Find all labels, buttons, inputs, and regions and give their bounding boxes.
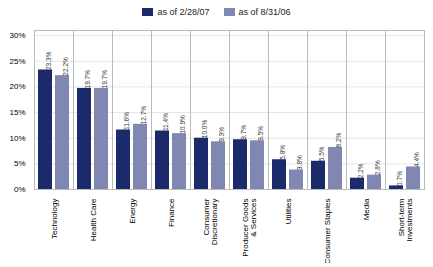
svg-text:8.2%: 8.2% [335, 132, 342, 147]
svg-text:2.8%: 2.8% [374, 160, 381, 175]
svg-text:10.9%: 10.9% [179, 115, 186, 134]
svg-text:Utilities: Utilities [284, 199, 293, 225]
svg-text:23.3%: 23.3% [45, 51, 52, 70]
svg-text:ConsumerDiscretionary: ConsumerDiscretionary [202, 198, 219, 245]
svg-text:10.0%: 10.0% [201, 120, 208, 139]
svg-text:10%: 10% [9, 134, 25, 143]
svg-text:19.7%: 19.7% [84, 70, 91, 89]
svg-text:12.7%: 12.7% [140, 106, 147, 125]
svg-text:9.7%: 9.7% [240, 125, 247, 140]
svg-text:5.8%: 5.8% [279, 145, 286, 160]
svg-text:2.2%: 2.2% [357, 163, 364, 178]
svg-text:11.4%: 11.4% [162, 113, 169, 131]
svg-text:Technology: Technology [50, 199, 59, 239]
svg-text:11.6%: 11.6% [123, 112, 130, 130]
html-text:as of 2/28/07: as of 2/28/07 [157, 7, 210, 17]
svg-text:Media: Media [362, 198, 371, 220]
svg-text:4.4%: 4.4% [413, 152, 420, 167]
svg-text:Consumer Staples: Consumer Staples [323, 199, 332, 264]
svg-text:30%: 30% [9, 31, 25, 40]
svg-text:9.5%: 9.5% [257, 126, 264, 141]
svg-text:5%: 5% [14, 159, 26, 168]
svg-text:19.7%: 19.7% [101, 70, 108, 89]
svg-text:3.8%: 3.8% [296, 155, 303, 170]
svg-text:Producer Goods& Services: Producer Goods& Services [241, 199, 258, 257]
html-text:as of 8/31/06: as of 8/31/06 [238, 7, 291, 17]
svg-text:Finance: Finance [167, 198, 176, 227]
svg-text:Short-termInvestments: Short-termInvestments [397, 198, 414, 241]
svg-text:Energy: Energy [128, 199, 137, 224]
svg-text:22.2%: 22.2% [62, 57, 69, 76]
svg-text:0.7%: 0.7% [396, 171, 403, 186]
svg-text:9.3%: 9.3% [218, 127, 225, 142]
svg-text:20%: 20% [9, 82, 25, 91]
svg-text:5.5%: 5.5% [318, 146, 325, 161]
svg-text:Health Care: Health Care [89, 198, 98, 241]
svg-text:15%: 15% [9, 108, 25, 117]
svg-text:25%: 25% [9, 57, 25, 66]
svg-text:0%: 0% [14, 185, 26, 194]
